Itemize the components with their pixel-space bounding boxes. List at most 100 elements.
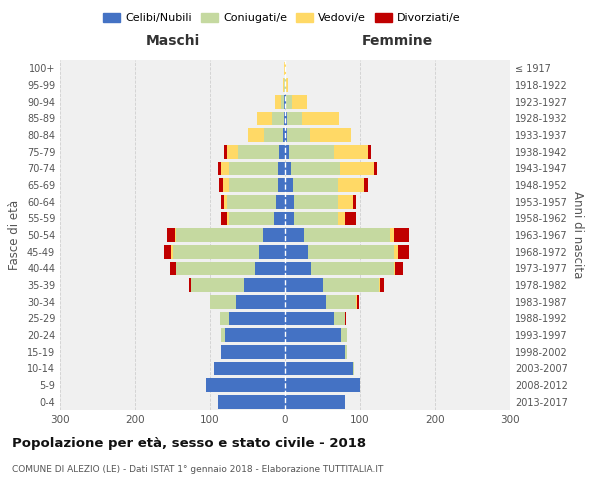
Bar	[206, 378, 285, 392]
Bar	[229, 178, 277, 192]
Bar	[310, 128, 351, 142]
Bar	[289, 145, 334, 158]
Bar	[284, 78, 285, 92]
Bar	[285, 178, 293, 192]
Bar	[259, 245, 285, 258]
Bar	[173, 245, 259, 258]
Bar	[345, 212, 356, 225]
Bar	[398, 245, 409, 258]
Bar	[356, 295, 357, 308]
Bar	[291, 162, 340, 175]
Bar	[334, 312, 345, 325]
Bar	[229, 212, 274, 225]
Bar	[221, 162, 229, 175]
Bar	[379, 278, 380, 292]
Bar	[285, 262, 311, 275]
Bar	[238, 145, 279, 158]
Y-axis label: Fasce di età: Fasce di età	[8, 200, 21, 270]
Bar	[394, 245, 398, 258]
Text: COMUNE DI ALEZIO (LE) - Dati ISTAT 1° gennaio 2018 - Elaborazione TUTTITALIA.IT: COMUNE DI ALEZIO (LE) - Dati ISTAT 1° ge…	[12, 466, 383, 474]
Bar	[176, 228, 263, 242]
Bar	[283, 128, 285, 142]
Bar	[220, 312, 229, 325]
Bar	[284, 112, 285, 125]
Bar	[286, 95, 292, 108]
Bar	[275, 95, 281, 108]
Bar	[293, 178, 337, 192]
Bar	[276, 195, 285, 208]
Bar	[337, 195, 353, 208]
Bar	[223, 195, 227, 208]
Text: Popolazione per età, sesso e stato civile - 2018: Popolazione per età, sesso e stato civil…	[12, 438, 366, 450]
Bar	[395, 262, 403, 275]
Legend: Celibi/Nubili, Coniugati/e, Vedovi/e, Divorziati/e: Celibi/Nubili, Coniugati/e, Vedovi/e, Di…	[99, 8, 465, 28]
Bar	[380, 278, 384, 292]
Bar	[257, 112, 272, 125]
Bar	[294, 212, 337, 225]
Bar	[223, 145, 227, 158]
Bar	[285, 278, 323, 292]
Bar	[221, 195, 223, 208]
Bar	[353, 362, 354, 375]
Bar	[221, 328, 225, 342]
Bar	[340, 162, 373, 175]
Bar	[225, 328, 285, 342]
Bar	[357, 295, 359, 308]
Bar	[264, 128, 283, 142]
Bar	[341, 328, 347, 342]
Bar	[277, 178, 285, 192]
Bar	[189, 278, 191, 292]
Bar	[308, 245, 394, 258]
Bar	[304, 228, 390, 242]
Bar	[227, 145, 238, 158]
Bar	[214, 362, 285, 375]
Bar	[285, 62, 286, 75]
Bar	[223, 178, 229, 192]
Bar	[163, 245, 171, 258]
Bar	[277, 162, 285, 175]
Bar	[229, 162, 277, 175]
Bar	[285, 162, 291, 175]
Bar	[285, 378, 360, 392]
Bar	[285, 362, 353, 375]
Bar	[334, 145, 367, 158]
Bar	[248, 128, 264, 142]
Bar	[394, 228, 409, 242]
Bar	[337, 178, 364, 192]
Bar	[285, 312, 334, 325]
Bar	[326, 295, 356, 308]
Bar	[285, 195, 294, 208]
Bar	[227, 195, 276, 208]
Bar	[285, 128, 287, 142]
Bar	[285, 345, 345, 358]
Bar	[285, 245, 308, 258]
Bar	[272, 112, 284, 125]
Bar	[227, 212, 229, 225]
Bar	[176, 262, 255, 275]
Bar	[302, 112, 339, 125]
Bar	[311, 262, 394, 275]
Bar	[294, 195, 337, 208]
Bar	[167, 228, 175, 242]
Bar	[373, 162, 377, 175]
Y-axis label: Anni di nascita: Anni di nascita	[571, 192, 584, 278]
Bar	[210, 295, 236, 308]
Bar	[394, 262, 395, 275]
Bar	[287, 128, 310, 142]
Bar	[263, 228, 285, 242]
Bar	[285, 145, 289, 158]
Bar	[285, 78, 286, 92]
Bar	[255, 262, 285, 275]
Bar	[221, 345, 285, 358]
Bar	[286, 78, 288, 92]
Bar	[236, 295, 285, 308]
Bar	[175, 228, 176, 242]
Text: Femmine: Femmine	[362, 34, 433, 48]
Bar	[279, 145, 285, 158]
Bar	[364, 178, 367, 192]
Bar	[284, 62, 285, 75]
Bar	[353, 195, 356, 208]
Bar	[281, 95, 284, 108]
Bar	[283, 78, 284, 92]
Bar	[171, 245, 173, 258]
